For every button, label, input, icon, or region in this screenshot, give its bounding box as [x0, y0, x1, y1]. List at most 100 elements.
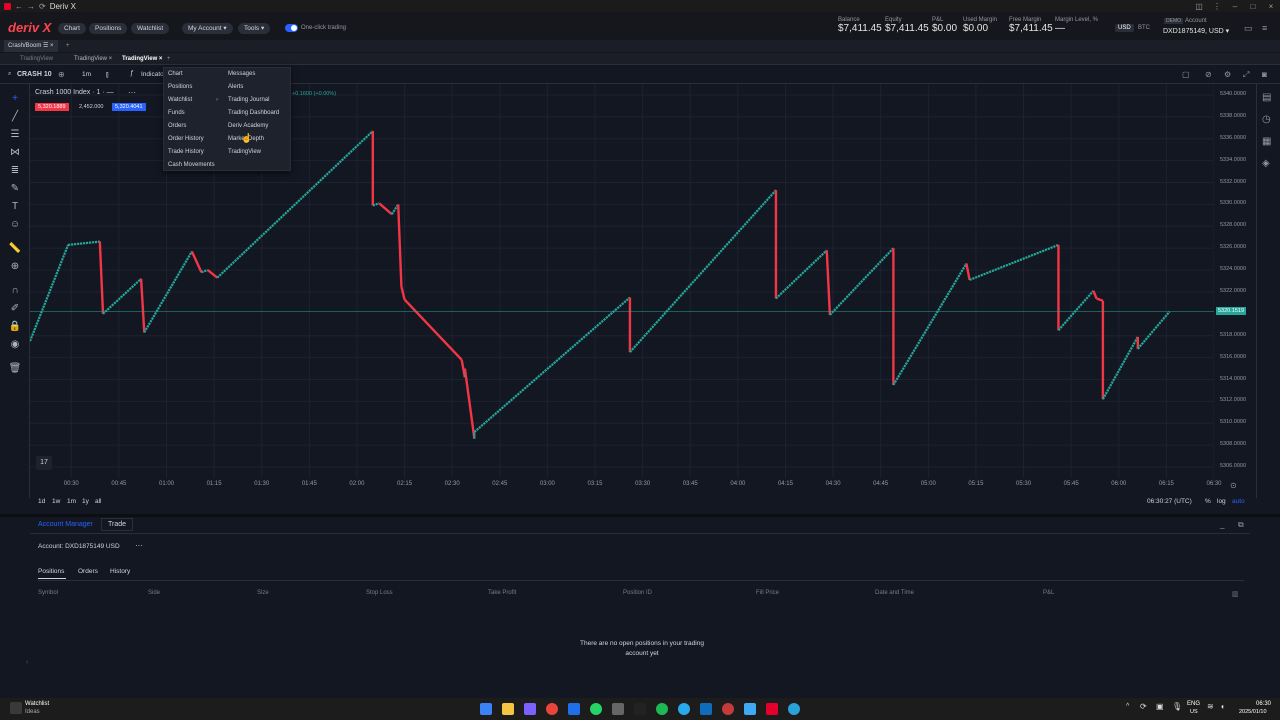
- menu-item-messages[interactable]: Messages: [228, 71, 256, 77]
- zoom-app-icon[interactable]: [568, 703, 580, 715]
- reload-icon[interactable]: ⟳: [39, 1, 46, 11]
- view-tab-2[interactable]: TradingView ×: [74, 56, 113, 62]
- widget-title[interactable]: Watchlist: [25, 701, 50, 707]
- pattern-icon[interactable]: ⋈: [10, 147, 20, 158]
- indicators-icon[interactable]: ƒ: [130, 70, 134, 77]
- emoji-icon[interactable]: ☺: [9, 219, 21, 230]
- menu-item-orders[interactable]: Orders: [168, 123, 187, 129]
- menu-item-chart[interactable]: Chart: [168, 71, 183, 77]
- time-axis[interactable]: 00:30 00:45 01:00 01:15 01:30 01:45 02:00 02:15…: [30, 478, 1222, 492]
- utc-clock[interactable]: 06:30:27 (UTC): [1147, 498, 1192, 505]
- widgets-icon[interactable]: [10, 702, 22, 714]
- nav-positions-button[interactable]: Positions: [89, 23, 128, 34]
- app-icon-11[interactable]: [722, 703, 734, 715]
- columns-settings-icon[interactable]: ▥: [1232, 591, 1239, 598]
- zoom-icon[interactable]: ⊘: [1205, 70, 1212, 79]
- camera-icon[interactable]: ◙: [1262, 70, 1267, 79]
- col-fill-price[interactable]: Fill Price: [756, 590, 780, 596]
- one-click-toggle[interactable]: [285, 24, 298, 32]
- menu-icon[interactable]: ≡: [1262, 23, 1268, 33]
- scroll-to-realtime-icon[interactable]: ⊙: [1230, 481, 1237, 490]
- deriv-taskbar-icon[interactable]: [766, 703, 778, 715]
- brush-icon[interactable]: ✎: [10, 183, 20, 194]
- menu-item-deriv-academy[interactable]: Deriv Academy: [228, 123, 269, 129]
- taskbar-date[interactable]: 2025/01/10: [1239, 709, 1267, 715]
- menu-item-watchlist[interactable]: Watchlist ›: [168, 94, 224, 107]
- log-scale-toggle[interactable]: log: [1217, 498, 1226, 505]
- start-icon[interactable]: [480, 703, 492, 715]
- menu-item-order-history[interactable]: Order History: [168, 136, 204, 142]
- volume-icon[interactable]: ◖: [1220, 702, 1225, 711]
- percent-scale-toggle[interactable]: %: [1205, 498, 1211, 505]
- app-icon-6[interactable]: [612, 703, 624, 715]
- my-account-button[interactable]: My Account ▾: [182, 23, 233, 34]
- col-symbol[interactable]: Symbol: [38, 590, 59, 596]
- projection-icon[interactable]: ≣: [10, 165, 20, 176]
- notes-icon[interactable]: ▦: [1262, 136, 1272, 147]
- settings-gear-icon[interactable]: ⚙: [1224, 70, 1232, 79]
- compare-add-icon[interactable]: ⊕: [58, 70, 65, 79]
- panel-collapse-icon[interactable]: ‹: [26, 659, 29, 666]
- buy-price-button[interactable]: 5,320.4041: [112, 103, 146, 111]
- tradingview-logo-icon[interactable]: 17: [36, 456, 52, 470]
- layout-icon[interactable]: ▭: [1244, 23, 1253, 33]
- menu-item-cash-movements[interactable]: Cash Movements: [168, 162, 215, 168]
- workspace-tab[interactable]: Crash/Boom ☰ ×: [4, 40, 58, 52]
- col-stop-loss[interactable]: Stop Loss: [366, 590, 393, 596]
- price-axis[interactable]: 5340.0000 5338.0000 5336.0000 5334.0000 5332…: [1214, 84, 1256, 478]
- telegram-icon[interactable]: [678, 703, 690, 715]
- file-explorer-icon[interactable]: [502, 703, 514, 715]
- trendline-icon[interactable]: ╱: [11, 111, 19, 122]
- layers-icon[interactable]: ◈: [1262, 158, 1270, 169]
- more-icon[interactable]: ⋮: [1213, 1, 1221, 11]
- taskbar-time[interactable]: 06:30: [1256, 701, 1272, 707]
- indicators-button[interactable]: Indicato: [141, 71, 164, 78]
- currency-btc-button[interactable]: BTC: [1138, 25, 1150, 31]
- crosshair-icon[interactable]: +: [12, 93, 18, 104]
- symbol-button[interactable]: CRASH 10: [17, 71, 52, 78]
- eye-icon[interactable]: ◉: [10, 339, 20, 350]
- outlook-icon[interactable]: [700, 703, 712, 715]
- add-workspace-icon[interactable]: +: [66, 43, 70, 49]
- back-icon[interactable]: ←: [15, 1, 23, 11]
- menu-item-positions[interactable]: Positions: [168, 84, 193, 90]
- orders-subtab[interactable]: Orders: [78, 568, 98, 575]
- fullscreen-toggle-icon[interactable]: ▢: [1182, 70, 1190, 79]
- view-tab-1[interactable]: TradingView: [20, 56, 54, 62]
- pencil-lock-icon[interactable]: ✐: [10, 303, 20, 314]
- legend-more-icon[interactable]: ···: [128, 88, 136, 97]
- whatsapp-icon[interactable]: [590, 703, 602, 715]
- col-size[interactable]: Size: [257, 590, 269, 596]
- tray-mic-icon[interactable]: 🎙: [1172, 702, 1183, 711]
- account-more-icon[interactable]: ···: [135, 541, 143, 550]
- language-indicator[interactable]: ENG: [1187, 701, 1201, 707]
- expand-icon[interactable]: ⤢: [1243, 70, 1250, 79]
- maximize-icon[interactable]: □: [1250, 1, 1256, 11]
- view-tab-3[interactable]: TradingView ×: [122, 56, 163, 62]
- range-all[interactable]: all: [95, 498, 102, 505]
- menu-item-trading-journal[interactable]: Trading Journal: [228, 97, 270, 103]
- lock-icon[interactable]: 🔒: [8, 321, 22, 332]
- region-indicator[interactable]: US: [1190, 709, 1198, 715]
- history-subtab[interactable]: History: [110, 568, 131, 575]
- col-side[interactable]: Side: [148, 590, 161, 596]
- add-view-icon[interactable]: +: [167, 56, 171, 62]
- magnet-icon[interactable]: ∩: [11, 285, 19, 296]
- col-position-id[interactable]: Position ID: [623, 590, 653, 596]
- chrome-icon[interactable]: [546, 703, 558, 715]
- col-date-time[interactable]: Date and Time: [875, 590, 915, 596]
- panel-popout-icon[interactable]: ⧉: [1238, 520, 1244, 529]
- panel-minimize-icon[interactable]: _: [1220, 520, 1225, 529]
- nav-chart-button[interactable]: Chart: [58, 23, 86, 34]
- menu-item-funds[interactable]: Funds: [168, 110, 185, 116]
- menu-item-trade-history[interactable]: Trade History: [168, 149, 204, 155]
- range-1m[interactable]: 1m: [67, 498, 77, 505]
- menu-item-trading-dashboard[interactable]: Trading Dashboard: [228, 110, 280, 116]
- range-1d[interactable]: 1d: [38, 498, 46, 505]
- teams-icon[interactable]: [524, 703, 536, 715]
- account-manager-tab[interactable]: Account Manager: [38, 521, 93, 528]
- alerts-clock-icon[interactable]: ◷: [1262, 114, 1271, 125]
- positions-subtab[interactable]: Positions: [38, 568, 65, 575]
- tray-app-icon[interactable]: ▣: [1156, 702, 1164, 711]
- wifi-icon[interactable]: ≋: [1207, 702, 1214, 711]
